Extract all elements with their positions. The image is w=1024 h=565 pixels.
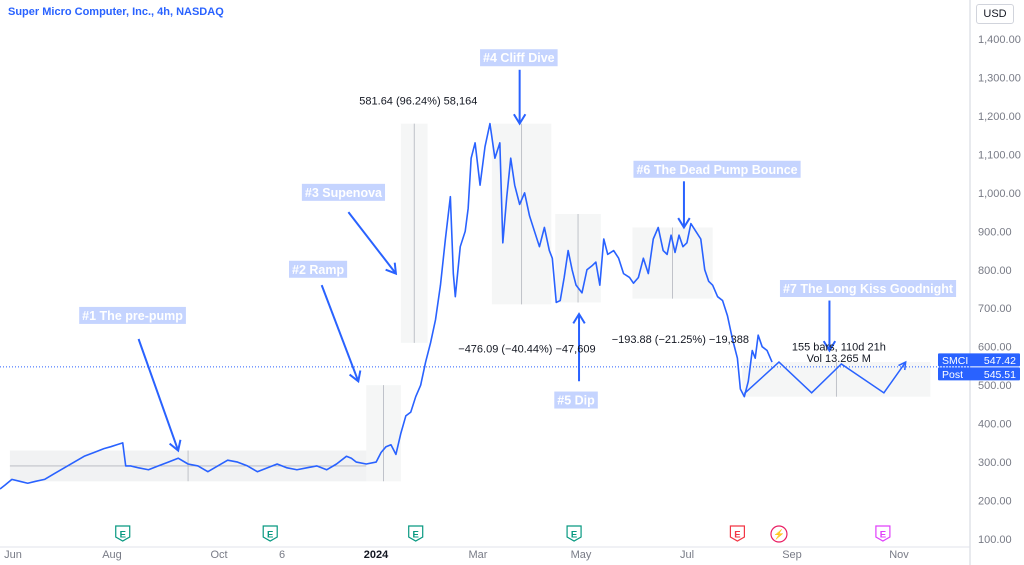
- annotation-text: #5 Dip: [557, 394, 595, 408]
- event-marker-label: E: [734, 530, 740, 541]
- event-marker-label: E: [120, 530, 126, 541]
- annotation-arrow: [137, 338, 180, 451]
- price-tick-label: 1,400.00: [978, 34, 1021, 46]
- measurement-label: 155 bars, 110d 21h: [792, 342, 886, 354]
- annotation-box: [554, 391, 598, 409]
- annotation-arrowhead: [677, 217, 691, 230]
- measurement-label: Vol 13.265 M: [807, 353, 871, 365]
- split-marker[interactable]: ⚡: [770, 525, 788, 543]
- event-marker-label: ⚡: [773, 529, 785, 541]
- annotation-box: [301, 183, 386, 201]
- annotation-text: #6 The Dead Pump Bounce: [636, 163, 797, 177]
- time-tick-label: 6: [279, 549, 285, 561]
- earnings-marker[interactable]: E: [115, 525, 131, 542]
- event-marker-label: E: [880, 530, 886, 541]
- annotation-label: #7 The Long Kiss Goodnight: [779, 280, 957, 297]
- price-tick-label: 400.00: [978, 419, 1012, 431]
- price-tick-label: 200.00: [978, 496, 1012, 508]
- annotation-arrowhead: [168, 439, 182, 453]
- projection-line: [743, 361, 907, 395]
- time-tick-label: Jun: [4, 549, 22, 561]
- earnings-marker-shape: [729, 525, 745, 542]
- earnings-marker[interactable]: E: [729, 525, 745, 542]
- time-tick-label: May: [571, 549, 592, 561]
- annotation-arrow: [347, 211, 397, 275]
- annotation-arrowhead: [348, 370, 362, 384]
- earnings-marker[interactable]: E: [262, 525, 278, 542]
- price-tick-label: 500.00: [978, 380, 1012, 392]
- annotation-text: #3 Supenova: [305, 186, 383, 200]
- time-tick-label: Oct: [210, 549, 227, 561]
- split-marker-shape: [770, 525, 788, 543]
- price-tick-label: 1,300.00: [978, 72, 1021, 84]
- price-tick-label: 1,100.00: [978, 149, 1021, 161]
- time-tick-label: Nov: [889, 549, 909, 561]
- time-tick-label: 2024: [364, 549, 389, 561]
- price-tick-label: 300.00: [978, 457, 1012, 469]
- chart-title: Super Micro Computer, Inc., 4h, NASDAQ: [8, 6, 224, 18]
- price-tick-label: 1,200.00: [978, 111, 1021, 123]
- time-tick-label: Sep: [782, 549, 802, 561]
- price-tag-name: SMCI: [942, 355, 968, 367]
- measurement-label: −193.88 (−21.25%) −19,388: [612, 334, 749, 346]
- annotation-box: [289, 260, 348, 278]
- price-tag-value: 547.42: [984, 355, 1016, 367]
- annotation-box: [480, 49, 558, 67]
- annotation-text: #7 The Long Kiss Goodnight: [783, 282, 954, 296]
- earnings-marker[interactable]: E: [566, 525, 582, 542]
- annotation-label: #3 Supenova: [301, 183, 386, 201]
- price-line: [0, 122, 773, 490]
- annotation-arrowhead: [572, 312, 586, 324]
- annotation-arrowhead: [513, 113, 527, 126]
- earnings-marker-shape: [262, 525, 278, 542]
- price-tick-label: 700.00: [978, 303, 1012, 315]
- price-tag-name: Post: [942, 369, 963, 381]
- price-tick-label: 800.00: [978, 265, 1012, 277]
- earnings-marker[interactable]: E: [408, 525, 424, 542]
- earnings-marker-shape: [408, 525, 424, 542]
- annotation-box: [79, 306, 186, 324]
- annotation-text: #2 Ramp: [292, 263, 344, 277]
- price-tick-label: 600.00: [978, 342, 1012, 354]
- price-tag-value: 545.51: [984, 369, 1016, 381]
- annotation-label: #6 The Dead Pump Bounce: [633, 160, 801, 178]
- price-tag: [938, 367, 1020, 381]
- annotation-arrowhead: [822, 340, 837, 353]
- annotation-box: [633, 160, 801, 178]
- annotation-arrowhead: [385, 262, 398, 276]
- event-marker-label: E: [413, 530, 419, 541]
- measurement-label: 581.64 (96.24%) 58,164: [359, 96, 477, 108]
- time-tick-label: Mar: [469, 549, 488, 561]
- annotation-text: #4 Cliff Dive: [483, 51, 555, 65]
- price-tick-label: 100.00: [978, 534, 1012, 546]
- annotation-label: #1 The pre-pump: [79, 306, 186, 324]
- price-tag: [938, 353, 1020, 367]
- earnings-marker-shape: [566, 525, 582, 542]
- earnings-marker-shape: [115, 525, 131, 542]
- annotation-label: #4 Cliff Dive: [480, 49, 558, 67]
- event-marker-label: E: [571, 530, 577, 541]
- price-tick-label: 1,000.00: [978, 188, 1021, 200]
- annotation-label: #5 Dip: [554, 391, 598, 409]
- time-tick-label: Jul: [680, 549, 694, 561]
- price-tick-label: 900.00: [978, 226, 1012, 238]
- annotation-label: #2 Ramp: [289, 260, 348, 278]
- projection-arrowhead: [898, 360, 907, 371]
- earnings-marker-shape: [875, 525, 891, 542]
- time-tick-label: Aug: [102, 549, 122, 561]
- annotation-box: [779, 280, 957, 297]
- event-marker-label: E: [267, 530, 273, 541]
- measurement-label: −476.09 (−40.44%) −47,609: [458, 344, 595, 356]
- earnings-marker[interactable]: E: [875, 525, 891, 542]
- annotation-arrow: [320, 284, 360, 382]
- currency-button[interactable]: USD: [976, 4, 1014, 24]
- annotation-text: #1 The pre-pump: [82, 309, 183, 323]
